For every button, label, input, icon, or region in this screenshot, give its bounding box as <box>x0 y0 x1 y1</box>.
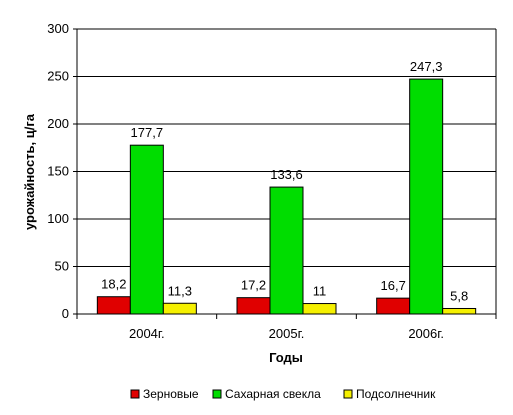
legend-swatch <box>343 389 353 399</box>
data-label: 247,3 <box>410 59 443 74</box>
data-labels: 18,2 177,7 11,3 17,2 133,6 11 16,7 247,3 5,8 <box>101 59 468 303</box>
data-label: 18,2 <box>101 277 126 292</box>
x-tick-label: 2006г. <box>408 326 444 341</box>
y-tick-label: 150 <box>47 164 69 179</box>
bar <box>442 307 477 315</box>
bar <box>96 296 131 315</box>
y-tick-label: 0 <box>62 306 69 321</box>
data-label: 16,7 <box>381 278 406 293</box>
bar <box>269 186 304 315</box>
data-label: 11 <box>313 284 327 299</box>
axes <box>76 29 497 319</box>
y-tick-label: 300 <box>47 21 69 36</box>
legend-label: Зерновые <box>143 387 199 401</box>
y-tick-labels: 0 50 100 150 200 250 300 <box>47 21 69 321</box>
legend-label: Подсолнечник <box>356 387 436 401</box>
data-label: 17,2 <box>241 278 266 293</box>
data-label: 133,6 <box>270 167 303 182</box>
x-tick-label: 2004г. <box>129 326 165 341</box>
legend-swatch <box>212 389 222 399</box>
legend-swatch <box>130 389 140 399</box>
y-tick-label: 250 <box>47 69 69 84</box>
legend: Зерновые Сахарная свекла Подсолнечник <box>130 387 436 401</box>
y-tick-label: 100 <box>47 211 69 226</box>
data-label: 11,3 <box>168 283 192 298</box>
bar <box>302 303 337 315</box>
x-tick-label: 2005г. <box>269 326 305 341</box>
y-tick-label: 200 <box>47 116 69 131</box>
legend-label: Сахарная свекла <box>225 387 321 401</box>
bar <box>162 302 197 315</box>
y-axis-title: урожайность, ц/га <box>22 113 37 230</box>
bar <box>376 297 411 315</box>
bars <box>96 78 477 315</box>
bar <box>129 144 164 315</box>
data-label: 5,8 <box>450 288 468 303</box>
x-tick-labels: 2004г. 2005г. 2006г. <box>129 326 444 341</box>
bar <box>409 78 444 315</box>
x-axis-title: Годы <box>269 350 303 365</box>
y-tick-label: 50 <box>55 259 69 274</box>
data-label: 177,7 <box>131 125 164 140</box>
bar <box>236 297 271 315</box>
